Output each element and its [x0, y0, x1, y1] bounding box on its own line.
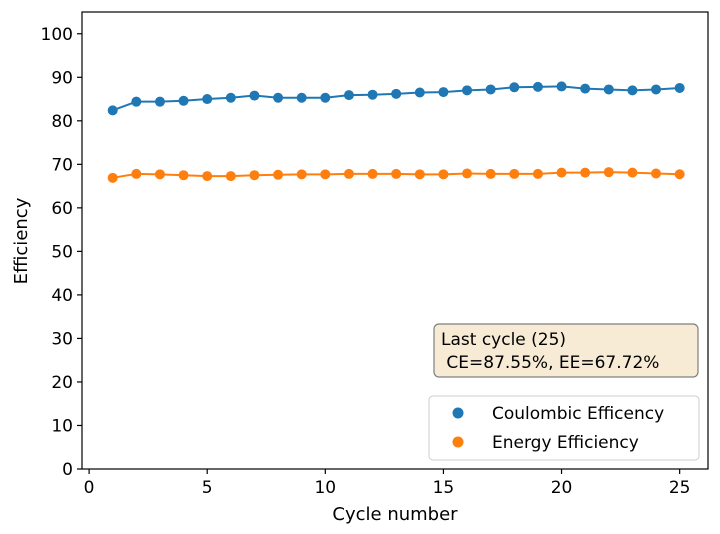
data-point-coulombic	[320, 92, 331, 103]
data-point-energy	[225, 171, 236, 182]
legend: Coulombic Efficency Energy Efficiency	[428, 395, 700, 461]
data-point-coulombic	[225, 92, 236, 103]
legend-label-coulombic: Coulombic Efficency	[492, 404, 664, 424]
plot-area	[82, 12, 708, 469]
data-point-coulombic	[273, 92, 284, 103]
data-point-energy	[532, 168, 543, 179]
x-tick-label: 10	[314, 478, 336, 498]
data-point-coulombic	[674, 82, 685, 93]
data-point-coulombic	[249, 90, 260, 101]
data-point-coulombic	[414, 87, 425, 98]
data-point-coulombic	[178, 95, 189, 106]
data-point-coulombic	[202, 94, 213, 105]
data-point-coulombic	[627, 85, 638, 96]
data-point-energy	[296, 169, 307, 180]
y-axis-label: Efficiency	[11, 197, 32, 284]
legend-marker-energy	[452, 436, 464, 448]
data-point-coulombic	[556, 81, 567, 92]
data-point-energy	[343, 168, 354, 179]
x-tick-label: 20	[551, 478, 573, 498]
data-point-coulombic	[131, 96, 142, 107]
data-point-coulombic	[509, 82, 520, 93]
data-point-energy	[414, 169, 425, 180]
data-point-energy	[178, 170, 189, 181]
annotation-line-2: CE=87.55%, EE=67.72%	[441, 353, 659, 373]
y-tick-label: 70	[51, 155, 73, 175]
y-tick-label: 0	[62, 460, 73, 480]
annotation-line-1: Last cycle (25)	[441, 330, 566, 350]
data-point-energy	[154, 169, 165, 180]
x-axis-label: Cycle number	[332, 504, 458, 525]
data-point-coulombic	[296, 92, 307, 103]
data-point-energy	[462, 168, 473, 179]
series-layer	[107, 81, 685, 183]
y-tick-label: 30	[51, 329, 73, 349]
y-tick-label: 100	[41, 25, 73, 45]
plot-frame	[81, 11, 709, 470]
y-tick-label: 80	[51, 112, 73, 132]
data-point-coulombic	[485, 84, 496, 95]
x-tick-label: 5	[202, 478, 213, 498]
data-point-energy	[674, 169, 685, 180]
legend-box	[428, 395, 700, 461]
data-point-energy	[320, 169, 331, 180]
y-tick-label: 90	[51, 68, 73, 88]
data-point-energy	[651, 168, 662, 179]
x-tick-label: 15	[433, 478, 455, 498]
data-point-energy	[391, 168, 402, 179]
data-point-energy	[438, 169, 449, 180]
data-point-coulombic	[343, 90, 354, 101]
data-point-energy	[580, 167, 591, 178]
data-point-energy	[509, 168, 520, 179]
data-point-coulombic	[154, 96, 165, 107]
y-tick-label: 60	[51, 199, 73, 219]
data-point-energy	[627, 167, 638, 178]
data-point-energy	[603, 167, 614, 178]
data-point-coulombic	[651, 84, 662, 95]
data-point-coulombic	[107, 105, 118, 116]
data-point-coulombic	[580, 83, 591, 94]
data-point-energy	[273, 169, 284, 180]
y-axis-ticks: 0 10 20 30 40 50 60 70 80 90 100	[41, 25, 82, 480]
y-tick-label: 10	[51, 416, 73, 436]
data-point-coulombic	[532, 81, 543, 92]
x-tick-label: 25	[669, 478, 691, 498]
legend-marker-coulombic	[452, 407, 464, 419]
data-point-energy	[107, 172, 118, 183]
x-axis-ticks: 0 5 10 15 20 25	[84, 469, 691, 498]
data-point-coulombic	[391, 88, 402, 99]
data-point-coulombic	[462, 85, 473, 96]
data-point-energy	[556, 167, 567, 178]
y-tick-label: 40	[51, 286, 73, 306]
data-point-energy	[249, 170, 260, 181]
x-tick-label: 0	[84, 478, 95, 498]
y-tick-label: 20	[51, 373, 73, 393]
data-point-energy	[131, 168, 142, 179]
legend-label-energy: Energy Efficiency	[492, 433, 639, 453]
data-point-energy	[202, 171, 213, 182]
last-cycle-annotation: Last cycle (25) CE=87.55%, EE=67.72%	[433, 323, 699, 378]
data-point-coulombic	[603, 84, 614, 95]
data-point-coulombic	[438, 87, 449, 98]
data-point-coulombic	[367, 89, 378, 100]
data-point-energy	[485, 168, 496, 179]
annotation-box	[433, 323, 699, 378]
y-tick-label: 50	[51, 242, 73, 262]
data-point-energy	[367, 168, 378, 179]
